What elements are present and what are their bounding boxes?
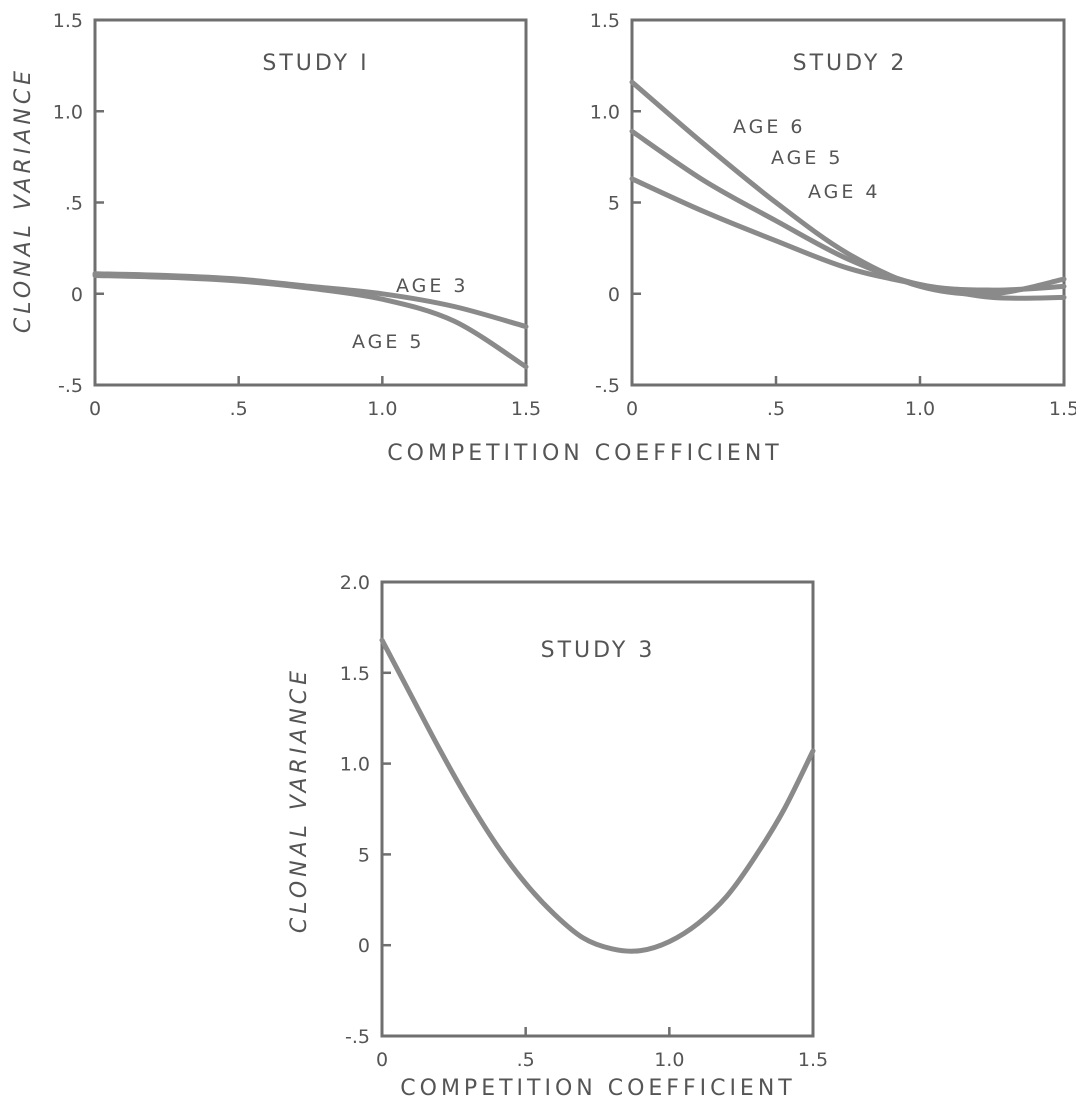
x-tick-label: .5 bbox=[230, 398, 248, 420]
y-tick-label: 1.0 bbox=[53, 101, 83, 123]
series-line-2 bbox=[629, 128, 1067, 293]
x-axis-label: COMPETITION COEFFICIENT bbox=[387, 441, 782, 466]
y-axis-label: CLONAL VARIANCE bbox=[287, 667, 312, 933]
chart-panel-3: 0 .5 1.0 1.5 -.5 0 5 1.0 1.5 2.0 STUDY 3 CLONAL VAR… bbox=[287, 572, 828, 1071]
y-tick-label: 1.5 bbox=[53, 10, 83, 32]
series-line-1 bbox=[629, 79, 1067, 297]
y-tick-label: -.5 bbox=[58, 375, 83, 397]
series-label: AGE 3 bbox=[396, 275, 469, 297]
panel-title: STUDY I bbox=[262, 51, 369, 76]
y-tick-label: 1.0 bbox=[590, 101, 620, 123]
series-line-3 bbox=[629, 176, 1067, 301]
y-tick-label: 5 bbox=[358, 844, 370, 866]
y-tick-label: -.5 bbox=[345, 1026, 370, 1048]
y-tick-label: 0 bbox=[608, 284, 620, 306]
x-tick-label: 1.0 bbox=[905, 398, 935, 420]
x-tick-label: .5 bbox=[767, 398, 785, 420]
y-tick-label: 1.5 bbox=[590, 10, 620, 32]
y-tick-label: -.5 bbox=[595, 375, 620, 397]
series-line-2 bbox=[92, 273, 529, 370]
x-tick-label: 0 bbox=[89, 398, 101, 420]
series-label: AGE 4 bbox=[808, 181, 881, 203]
y-tick-label: 0 bbox=[71, 284, 83, 306]
y-tick-label: 0 bbox=[358, 935, 370, 957]
x-tick-label: 1.0 bbox=[654, 1049, 684, 1071]
x-tick-label: 1.0 bbox=[367, 398, 397, 420]
x-tick-label: 1.5 bbox=[511, 398, 541, 420]
x-tick-label: 1.5 bbox=[798, 1049, 828, 1071]
series-line-1 bbox=[379, 637, 816, 954]
x-tick-label: 1.5 bbox=[1049, 398, 1076, 420]
x-tick-label: 0 bbox=[376, 1049, 388, 1071]
series-label: AGE 6 bbox=[733, 116, 806, 138]
y-tick-label: .5 bbox=[65, 193, 83, 215]
chart-panel-2: 0 .5 1.0 1.5 -.5 0 5 1.0 1.5 STUDY 2 AGE 6 AGE 5 AGE… bbox=[590, 10, 1076, 420]
x-tick-label: .5 bbox=[517, 1049, 535, 1071]
x-axis-label: COMPETITION COEFFICIENT bbox=[400, 1076, 795, 1101]
plot-frame bbox=[380, 580, 815, 1038]
chart-panel-1: 0 .5 1.0 1.5 -.5 0 .5 1.0 1.5 STUDY I CLONAL VARIA… bbox=[11, 10, 541, 420]
panel-title: STUDY 2 bbox=[793, 51, 908, 76]
panel-title: STUDY 3 bbox=[541, 638, 656, 663]
y-axis-label: CLONAL VARIANCE bbox=[11, 67, 36, 333]
y-tick-label: 2.0 bbox=[340, 572, 370, 594]
y-tick-label: 5 bbox=[608, 193, 620, 215]
y-tick-label: 1.0 bbox=[340, 754, 370, 776]
y-tick-label: 1.5 bbox=[340, 663, 370, 685]
series-label: AGE 5 bbox=[771, 147, 844, 169]
series-label: AGE 5 bbox=[352, 331, 425, 353]
x-tick-label: 0 bbox=[626, 398, 638, 420]
